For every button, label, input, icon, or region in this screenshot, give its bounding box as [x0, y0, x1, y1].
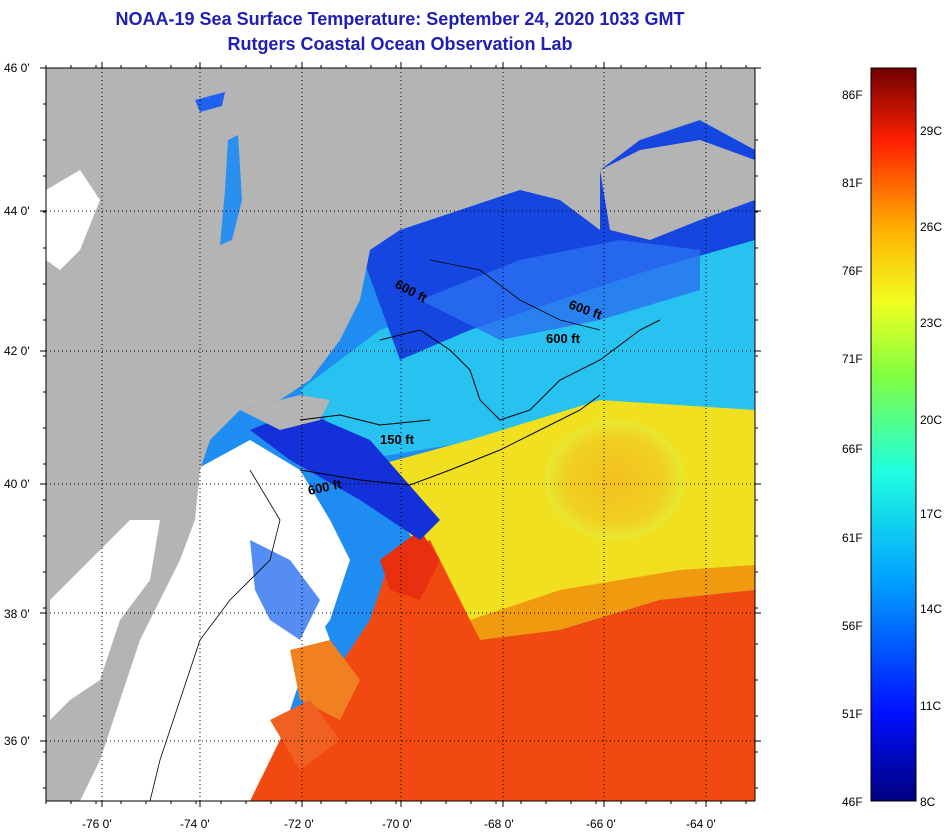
colorbar-f-71: 71F	[842, 352, 863, 366]
colorbar-f-86: 86F	[842, 88, 863, 102]
depth-label-600-shelf: 600 ft	[307, 476, 344, 498]
lat-tick-38: 38 0'	[4, 607, 30, 621]
colorbar-c-23: 23C	[920, 316, 942, 330]
lat-tick-40: 40 0'	[4, 477, 30, 491]
colorbar-f-51: 51F	[842, 707, 863, 721]
temperature-colorbar	[870, 67, 917, 802]
lon-tick-72: -72 0'	[284, 817, 314, 831]
colorbar-f-66: 66F	[842, 442, 863, 456]
lat-tick-36: 36 0'	[4, 734, 30, 748]
colorbar-f-81: 81F	[842, 176, 863, 190]
lon-tick-74: -74 0'	[180, 817, 210, 831]
lon-tick-68: -68 0'	[484, 817, 514, 831]
map-subtitle: Rutgers Coastal Ocean Observation Lab	[227, 34, 573, 54]
depth-label-150: 150 ft	[380, 432, 415, 447]
lon-tick-66: -66 0'	[586, 817, 616, 831]
graticule	[40, 62, 761, 807]
colorbar-c-14: 14C	[920, 602, 942, 616]
colorbar-f-46: 46F	[842, 795, 863, 809]
lat-tick-44: 44 0'	[4, 204, 30, 218]
depth-label-600-georges: 600 ft	[546, 331, 581, 346]
lon-tick-70: -70 0'	[382, 817, 412, 831]
colorbar-c-8: 8C	[920, 795, 936, 809]
lat-tick-46: 46 0'	[4, 61, 30, 75]
lat-tick-42: 42 0'	[4, 344, 30, 358]
colorbar-f-56: 56F	[842, 619, 863, 633]
map-field	[46, 68, 755, 801]
colorbar-c-17: 17C	[920, 507, 942, 521]
lon-tick-76: -76 0'	[82, 817, 112, 831]
colorbar-f-76: 76F	[842, 264, 863, 278]
colorbar-c-20: 20C	[920, 413, 942, 427]
colorbar-c-11: 11C	[920, 699, 941, 713]
colorbar-c-29: 29C	[920, 124, 942, 138]
colorbar-c-26: 26C	[920, 220, 942, 234]
colorbar-f-61: 61F	[842, 531, 863, 545]
map-title: NOAA-19 Sea Surface Temperature: Septemb…	[115, 9, 685, 29]
lon-tick-64: -64 0'	[686, 817, 716, 831]
